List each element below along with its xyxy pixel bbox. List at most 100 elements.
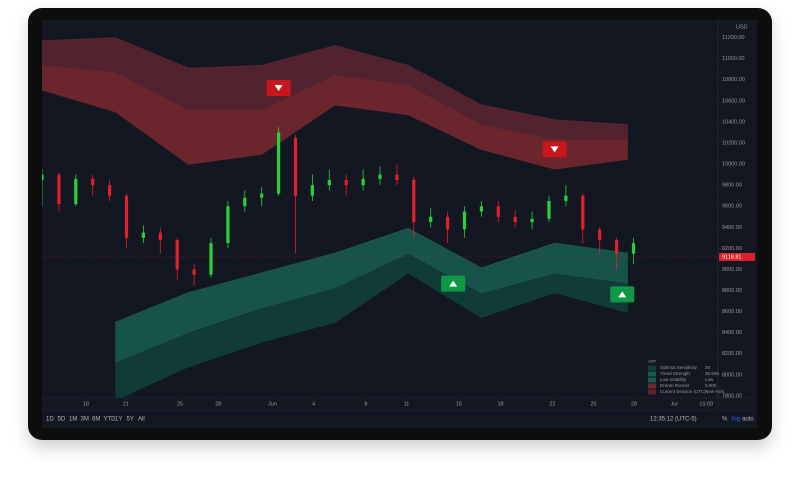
timeframe-button[interactable]: 1D [46,417,54,423]
y-tick-label: 10400.00 [722,119,745,125]
legend-name: Current Session (UTC) [660,389,706,394]
y-tick-label: 9000.00 [722,267,742,273]
y-tick-label: 8400.00 [722,330,742,336]
candle-body [260,193,264,198]
timeframe-button[interactable]: 5Y [127,417,134,423]
candle-body [141,232,145,238]
candle-body [91,178,95,186]
band-line [118,272,628,398]
signal-arrow [274,85,283,92]
y-tick-label: 8800.00 [722,288,742,294]
y-tick-label: 10000.00 [722,162,745,168]
overlay: 7800.00 8000.00 8200.00 8400.00 8600.00 8800.… [42,35,755,423]
legend-swatch [648,389,656,395]
band-fill [115,228,628,362]
x-tick-label: 28 [215,401,221,407]
plot-area [42,37,636,398]
scale-button[interactable]: % [722,417,728,423]
candle-body [344,179,348,186]
y-tick-label: 9800.00 [722,183,742,189]
band-line [115,252,628,363]
x-tick-label: 25 [177,401,183,407]
last-price-badge [719,252,755,261]
y-tick-label: 8000.00 [722,372,742,378]
x-tick-label: 11 [404,401,410,407]
candle-body [496,206,500,217]
y-tick-label: 9200.00 [722,246,742,252]
candle-body [226,206,230,244]
y-tick-label: 11200.00 [722,35,745,41]
legend-value: New York [705,389,725,394]
currency-label: USD [736,24,748,30]
legend-swatch [648,383,656,389]
candle-body [158,232,162,240]
signal-buy [441,275,466,292]
timeframe-button[interactable]: 6M [92,417,100,423]
legend-value: 20 [705,365,711,370]
candle-body [446,216,450,230]
legend-name: Low Volatility [660,377,687,382]
candle-body [74,178,78,205]
scale-button[interactable]: log [732,417,740,423]
legend-value: 0.000 [705,383,717,388]
scale-button[interactable]: auto [742,417,754,423]
band-line [115,227,628,323]
x-tick-label: 21 [123,401,129,407]
legend-name: Trend Strength [660,371,690,376]
candle-body [564,195,568,201]
y-tick-label: 11000.00 [722,56,745,62]
timeframe-button[interactable]: All [138,417,145,423]
candle-body [310,185,314,196]
y-tick-label: 10200.00 [722,140,745,146]
signal-sell [542,141,567,158]
legend-name: Optimal Sensitivity [660,365,698,370]
candle-body [412,179,416,223]
candle-body [42,174,44,180]
legend-swatch [648,377,656,383]
timeframe-button[interactable]: 1Y [115,417,122,423]
y-tick-label: 8200.00 [722,351,742,357]
candle-body [395,174,399,180]
x-tick-label: 22 [549,401,555,407]
candle-body [192,269,196,275]
y-tick-label: 10600.00 [722,98,745,104]
x-tick-label: 15 [456,401,462,407]
timeframe-button[interactable]: 5D [58,417,66,423]
legend-value: 36.949 [705,371,719,376]
candle-body [631,243,636,254]
candle-body [378,174,382,179]
legend-header: ATF [648,359,656,364]
x-tick-label: 8 [364,401,367,407]
x-tick-label: 18 [83,401,89,407]
legend-value: Low [705,377,714,382]
x-tick-label: 4 [312,401,315,407]
candle-body [547,200,551,219]
candle-body [479,206,483,212]
y-tick-label: 10800.00 [722,77,745,83]
candle-body [243,197,247,207]
candle-body [108,185,112,196]
y-tick-label: 8600.00 [722,309,742,315]
candle-body [513,216,517,223]
candle-body [327,179,331,186]
clock: 12:35:12 (UTC-5) [650,417,697,423]
candle-body [175,239,179,270]
band-line [42,64,628,140]
band-line [42,37,628,126]
timeframe-button[interactable]: YTD [104,417,117,423]
candle-body [124,195,129,238]
candle-body [429,216,433,223]
signal-arrow [550,146,559,153]
x-tick-label: 25 [590,401,596,407]
timeframe-button[interactable]: 3M [81,417,89,423]
y-tick-label: 7800.00 [722,393,742,399]
signal-arrow [618,291,627,298]
signal-buy [610,286,635,303]
y-tick-label: 9400.00 [722,225,742,231]
candle-body [598,229,602,240]
candle-body [581,195,585,230]
candle-body [462,211,467,230]
timeframe-button[interactable]: 1M [69,417,77,423]
signal-sell [266,80,291,97]
candle-body [530,218,534,223]
